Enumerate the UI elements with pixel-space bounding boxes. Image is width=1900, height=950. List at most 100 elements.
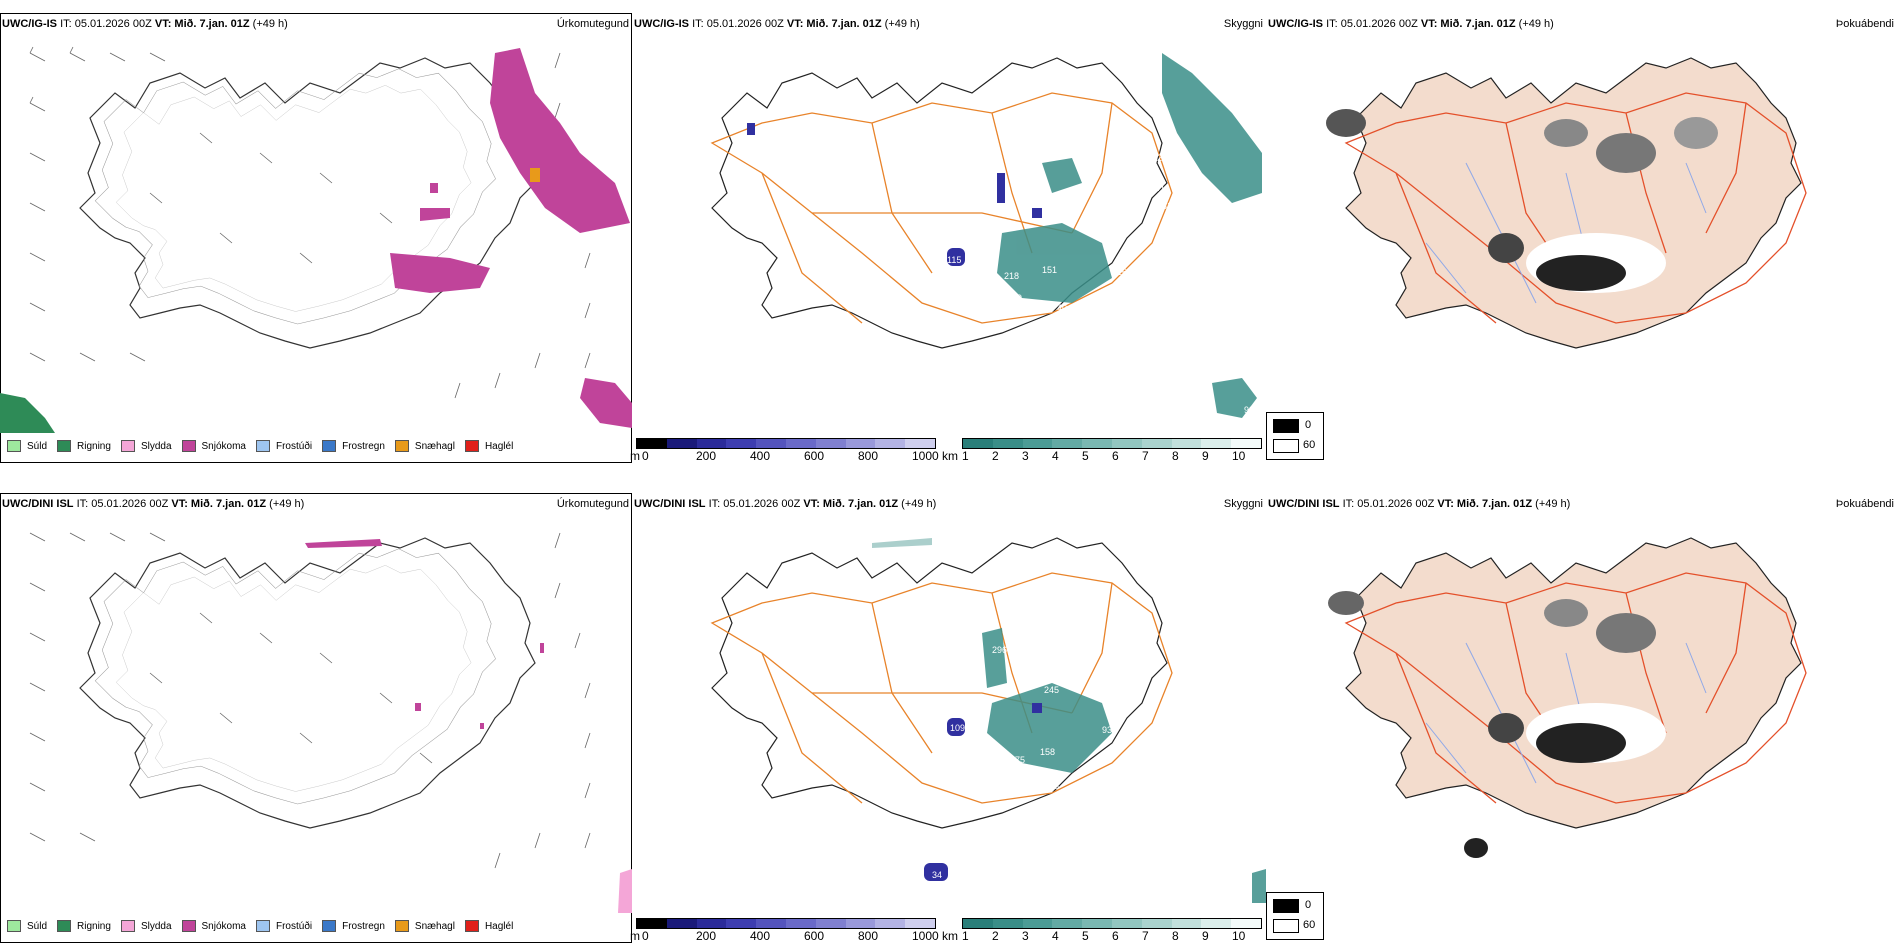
legend-item: Rigning bbox=[57, 440, 111, 452]
colorbar-segment bbox=[1201, 919, 1232, 928]
precip-type-map bbox=[29, 532, 632, 913]
height-label: 245 bbox=[1044, 685, 1059, 695]
height-label: 926 bbox=[1112, 267, 1127, 277]
row2-visibility-panel: 296 245 109 375 158 938 186 47 34 UWC/DINI ISL I… bbox=[630, 493, 1266, 943]
height-label: 270 bbox=[1157, 153, 1172, 163]
colorbar-tick: 9 bbox=[1202, 929, 1209, 943]
colorbar-tick: 2 bbox=[992, 449, 999, 463]
legend-swatch bbox=[394, 440, 409, 452]
legend-item: Snjókoma bbox=[181, 920, 246, 932]
legend-swatch bbox=[255, 920, 270, 932]
height-label: 31 bbox=[1162, 201, 1172, 211]
legend-swatch bbox=[322, 440, 337, 452]
colorbar-segment bbox=[1141, 439, 1172, 448]
height-label: 296 bbox=[992, 645, 1007, 655]
panel-title: Þokuábendi bbox=[1835, 498, 1894, 510]
row1-precip-type-panel: UWC/IG-IS IT: 05.01.2026 00Z VT: Mið. 7.… bbox=[0, 13, 632, 463]
colorbar-tick: 4 bbox=[1052, 449, 1059, 463]
fog-legend: 0 60 bbox=[1266, 412, 1324, 460]
legend-label: Rigning bbox=[77, 920, 111, 932]
colorbar-segment bbox=[1022, 439, 1053, 448]
colorbar-tick: 10 bbox=[1232, 449, 1246, 463]
colorbar-tick: 1 bbox=[962, 449, 969, 463]
wind-barbs bbox=[29, 46, 591, 399]
legend-swatch bbox=[120, 440, 135, 452]
fog-legend-swatch bbox=[1273, 419, 1299, 433]
colorbar-segment bbox=[875, 439, 906, 448]
colorbar-tick: 400 bbox=[750, 449, 771, 463]
legend-label: Frostúði bbox=[275, 440, 313, 452]
colorbar-tick: 3 bbox=[1022, 929, 1029, 943]
precip-type-legend: Súld Rigning Slydda Snjókoma Frostúði Frostre… bbox=[7, 920, 523, 932]
height-label: 186 bbox=[1044, 781, 1059, 791]
legend-item: Frostúði bbox=[255, 920, 313, 932]
legend-swatch bbox=[57, 920, 72, 932]
colorbar-segment bbox=[726, 919, 757, 928]
colorbar-tick: 1000 bbox=[912, 449, 939, 463]
colorbar-segment bbox=[1171, 439, 1202, 448]
height-unit: m bbox=[630, 929, 640, 943]
height-label: 115 bbox=[947, 255, 961, 265]
legend-item: Snjókoma bbox=[181, 440, 246, 452]
height-label: 151 bbox=[1042, 265, 1057, 275]
row2-fog-panel: UWC/DINI ISL IT: 05.01.2026 00Z VT: Mið.… bbox=[1266, 493, 1900, 943]
colorbar-segment bbox=[637, 919, 667, 928]
height-label: 997 bbox=[1244, 405, 1259, 415]
height-label: 375 bbox=[1010, 755, 1025, 765]
fog-legend-label: 60 bbox=[1303, 439, 1316, 451]
legend-item: Snæhagl bbox=[394, 440, 455, 452]
legend-label: Snæhagl bbox=[414, 920, 455, 932]
height-label: 841 bbox=[1150, 183, 1165, 193]
colorbar-segment bbox=[815, 439, 846, 448]
height-colorbar bbox=[636, 438, 936, 449]
colorbar-tick: 5 bbox=[1082, 929, 1089, 943]
legend-item: Slydda bbox=[120, 920, 172, 932]
colorbar-tick: 600 bbox=[804, 449, 825, 463]
legend-swatch bbox=[322, 920, 337, 932]
visibility-unit: km bbox=[942, 449, 958, 463]
panel-title: Skyggni bbox=[1223, 498, 1263, 510]
map-header: UWC/IG-IS IT: 05.01.2026 00Z VT: Mið. 7.… bbox=[2, 18, 288, 30]
height-label: 938 bbox=[1102, 725, 1117, 735]
visibility-colorbar bbox=[962, 438, 1262, 449]
legend-item: Súld bbox=[7, 920, 47, 932]
legend-label: Slydda bbox=[140, 440, 172, 452]
colorbar-tick: 1 bbox=[962, 929, 969, 943]
colorbar-segment bbox=[1231, 919, 1261, 928]
terrain-mask bbox=[924, 703, 1042, 881]
legend-swatch bbox=[181, 440, 196, 452]
colorbar-tick: 2 bbox=[992, 929, 999, 943]
legend-item: Súld bbox=[7, 440, 47, 452]
legend-label: Snæhagl bbox=[414, 440, 455, 452]
colorbar-segment bbox=[815, 919, 846, 928]
fog-legend: 0 60 bbox=[1266, 892, 1324, 940]
colorbar-segment bbox=[1111, 439, 1142, 448]
colorbar-segment bbox=[666, 919, 697, 928]
legend-label: Frostúði bbox=[275, 920, 313, 932]
height-label: 404 bbox=[1057, 303, 1072, 313]
legend-swatch bbox=[7, 920, 21, 932]
legend-item: Frostúði bbox=[255, 440, 313, 452]
legend-swatch bbox=[57, 440, 72, 452]
legend-item: Rigning bbox=[57, 920, 111, 932]
height-label: 70 bbox=[1130, 163, 1140, 173]
colorbar-segment bbox=[1052, 439, 1083, 448]
height-labels: 296 245 109 375 158 938 186 47 34 bbox=[932, 645, 1117, 880]
legend-label: Súld bbox=[27, 920, 48, 932]
fog-legend-label: 0 bbox=[1305, 899, 1312, 911]
legend-swatch bbox=[7, 440, 21, 452]
row2-precip-type-panel: UWC/DINI ISL IT: 05.01.2026 00Z VT: Mið.… bbox=[0, 493, 632, 943]
height-label: 109 bbox=[950, 723, 965, 733]
colorbar-tick: 5 bbox=[1082, 449, 1089, 463]
height-label: 861 bbox=[1132, 143, 1147, 153]
fog-legend-label: 0 bbox=[1305, 419, 1312, 431]
colorbar-tick: 1000 bbox=[912, 929, 939, 943]
colorbar-tick: 800 bbox=[858, 929, 879, 943]
colorbar-segment bbox=[963, 439, 993, 448]
map-header: UWC/IG-IS IT: 05.01.2026 00Z VT: Mið. 7.… bbox=[1268, 18, 1554, 30]
visibility-map: 296 245 109 375 158 938 186 47 34 bbox=[710, 537, 1266, 903]
legend-item: Frostregn bbox=[322, 920, 385, 932]
legend-label: Frostregn bbox=[342, 920, 385, 932]
height-label: 34 bbox=[932, 870, 942, 880]
legend-label: Rigning bbox=[77, 440, 111, 452]
